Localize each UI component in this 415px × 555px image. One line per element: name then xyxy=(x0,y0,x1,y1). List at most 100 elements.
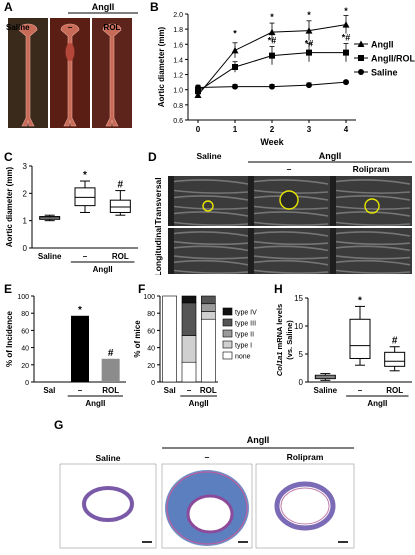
vessel-wall xyxy=(82,486,134,522)
tissue-echo xyxy=(169,269,249,274)
y-axis-label: % of mice xyxy=(133,320,142,358)
panel-c-chart: 0 1 2 3 Saline * – # ROL AngII Aortic diameter (mm… xyxy=(5,162,138,274)
tissue-echo xyxy=(331,211,411,217)
y-axis-label-rest: mRNA levels xyxy=(275,304,284,352)
y-tick-label: 2.0 xyxy=(173,12,183,19)
y-tick-label: 0.8 xyxy=(173,103,183,110)
y-tick-label: 1.4 xyxy=(173,57,183,64)
stacked-bar-segment xyxy=(201,295,216,305)
panel-g-label: G xyxy=(54,418,64,432)
stacked-bar-segment xyxy=(181,302,197,336)
y-tick-label: 100 xyxy=(17,294,29,301)
aorta-outline xyxy=(364,198,380,214)
y-tick-label: 0 xyxy=(151,380,155,387)
image-edge xyxy=(330,176,336,226)
panel-e-chart: 0 20 40 60 80 100 Sal * – # ROL AngII % of Incidence xyxy=(5,294,126,408)
panel-d-row-label: Longitudinal xyxy=(153,226,163,276)
tissue-echo xyxy=(249,269,329,274)
x-tick-label: 0 xyxy=(196,125,201,134)
aorta-outline xyxy=(279,190,299,210)
x-tick-label: 4 xyxy=(344,125,349,134)
y-tick-label: 1.0 xyxy=(173,88,183,95)
panel-c-label: C xyxy=(4,150,13,164)
x-tick-label: – xyxy=(358,386,363,395)
x-tick-label: – xyxy=(83,252,88,261)
panel-f-chart: 0 20 40 60 80 100 Sal – ROL AngII % of mice type IV… xyxy=(133,294,257,408)
tissue-echo xyxy=(331,269,411,274)
y-tick-label: 60 xyxy=(147,328,155,335)
significance-marker: # xyxy=(392,336,398,347)
legend-marker xyxy=(358,55,364,61)
stacked-bar-segment xyxy=(201,303,216,312)
x-tick-label: Saline xyxy=(314,386,338,395)
panel-g-figure: AngII Saline – Rolipram xyxy=(59,435,355,549)
tissue-echo xyxy=(331,189,411,194)
y-tick-label: 0 xyxy=(25,380,29,387)
image-edge xyxy=(248,228,254,274)
x-tick-label: Sal xyxy=(164,386,176,395)
legend-swatch xyxy=(222,329,233,338)
y-tick-label: 80 xyxy=(21,311,29,318)
box xyxy=(74,187,96,207)
tissue-echo xyxy=(249,240,329,246)
significance-marker: * xyxy=(83,170,87,181)
data-point xyxy=(232,83,238,90)
x-tick-label: ROL xyxy=(112,252,129,261)
ultrasound-image xyxy=(330,228,412,274)
y-tick-label: 100 xyxy=(143,294,155,301)
tissue-echo xyxy=(169,259,249,266)
data-point xyxy=(342,21,350,28)
y-tick-label: 1.6 xyxy=(173,42,183,49)
x-axis-label: Week xyxy=(260,137,284,147)
panel-f-label: F xyxy=(138,282,146,296)
image-edge xyxy=(330,228,336,274)
tissue-echo xyxy=(249,259,329,266)
panel-d-column-label: Saline xyxy=(196,151,221,161)
stacked-bar-segment xyxy=(162,295,177,383)
data-point xyxy=(306,82,312,89)
tissue-echo xyxy=(249,245,329,252)
tissue-echo xyxy=(331,195,411,201)
significance-marker: # xyxy=(118,180,124,191)
panel-g-group-label: AngII xyxy=(247,435,270,445)
legend-label: type IV xyxy=(235,310,257,317)
x-tick-label: – xyxy=(187,386,192,395)
x-tick-label: 1 xyxy=(233,125,238,134)
legend-swatch xyxy=(222,307,233,316)
stacked-bar-segment xyxy=(201,318,216,383)
x-tick-label: ROL xyxy=(386,386,403,395)
legend-label: type I xyxy=(235,343,252,350)
significance-marker: * xyxy=(78,305,82,316)
tissue-echo xyxy=(249,221,329,226)
tissue-echo xyxy=(169,205,249,210)
panel-g: G AngII Saline – Rolipram xyxy=(0,418,415,550)
vessel-lumen xyxy=(186,494,234,534)
tissue-echo xyxy=(249,254,329,260)
panel-d-label: D xyxy=(148,150,157,164)
image-edge xyxy=(168,228,174,274)
y-tick-label: 60 xyxy=(21,328,29,335)
y-tick-label: 0 xyxy=(299,378,304,387)
panel-e-label: E xyxy=(4,282,13,296)
tissue-echo xyxy=(331,240,411,246)
significance-marker: * xyxy=(358,295,362,306)
panel-a: A AngII Saline – ROL xyxy=(0,0,142,132)
y-tick-label: 0 xyxy=(23,244,28,253)
panel-a-label: A xyxy=(4,0,13,14)
y-tick-label: 5 xyxy=(299,350,304,359)
tissue-echo xyxy=(249,211,329,217)
data-point xyxy=(269,83,275,90)
group-label: AngII xyxy=(189,399,209,408)
panel-a-column-label: Saline xyxy=(6,23,30,32)
data-point xyxy=(305,27,313,34)
group-label: AngII xyxy=(367,399,387,408)
legend-label: type III xyxy=(235,321,256,328)
panel-h: H 0 5 10 15 Saline * – # ROL AngII Col1a1 mRNA lev… xyxy=(272,282,415,414)
y-tick-label: 2 xyxy=(23,189,28,198)
tissue-echo xyxy=(169,221,249,226)
data-point xyxy=(343,79,349,86)
legend-marker xyxy=(358,69,364,75)
panel-d-row-label: Transversal xyxy=(153,177,163,224)
tissue-echo xyxy=(169,254,249,260)
data-point xyxy=(268,28,276,36)
